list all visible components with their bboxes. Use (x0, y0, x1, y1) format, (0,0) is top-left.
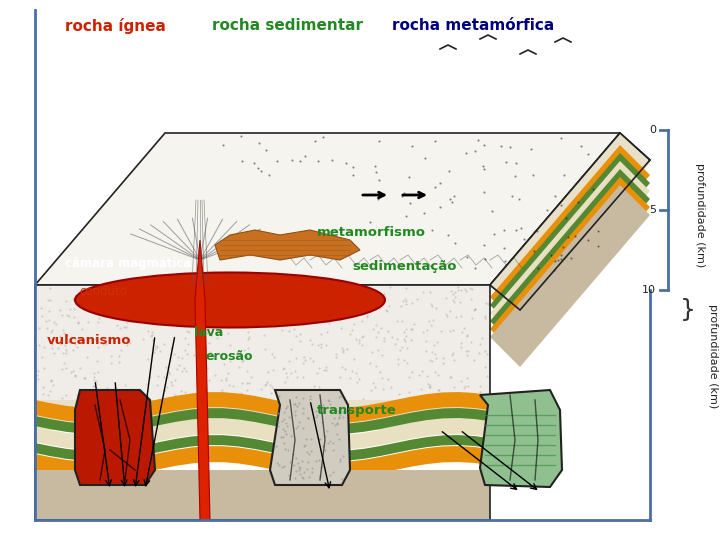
Text: lava: lava (194, 326, 224, 339)
Polygon shape (215, 230, 360, 260)
Circle shape (186, 19, 214, 47)
Text: rocha sedimentar: rocha sedimentar (212, 18, 364, 33)
Polygon shape (35, 446, 490, 478)
Circle shape (174, 24, 196, 46)
Polygon shape (490, 161, 650, 343)
Polygon shape (35, 408, 490, 434)
Text: rocha ígnea: rocha ígnea (65, 18, 166, 34)
Text: }: } (680, 298, 696, 322)
Circle shape (216, 31, 234, 49)
Polygon shape (490, 133, 650, 315)
Polygon shape (490, 133, 650, 310)
Text: transporte: transporte (317, 404, 397, 417)
Polygon shape (490, 153, 650, 335)
Polygon shape (490, 169, 650, 351)
Circle shape (183, 33, 207, 57)
Text: conduto: conduto (79, 285, 127, 298)
Polygon shape (490, 177, 650, 359)
Polygon shape (490, 145, 650, 327)
Polygon shape (480, 390, 562, 487)
Circle shape (212, 15, 228, 31)
Polygon shape (490, 185, 650, 367)
Circle shape (204, 24, 226, 46)
Text: 10: 10 (642, 285, 656, 295)
Text: rocha metamórfica: rocha metamórfica (392, 18, 554, 33)
Text: profundidade (km): profundidade (km) (695, 163, 705, 267)
Circle shape (182, 7, 198, 23)
Polygon shape (35, 133, 620, 285)
Text: vulcanismo: vulcanismo (47, 334, 131, 347)
Polygon shape (35, 392, 490, 423)
Circle shape (170, 41, 190, 61)
Text: 5: 5 (649, 205, 656, 215)
Text: profundidade (km): profundidade (km) (708, 304, 718, 409)
Ellipse shape (75, 273, 385, 327)
Polygon shape (35, 400, 520, 430)
Text: metamorfismo: metamorfismo (317, 226, 426, 239)
Text: 0: 0 (649, 125, 656, 135)
Polygon shape (270, 390, 350, 485)
Polygon shape (195, 240, 210, 520)
Circle shape (210, 41, 230, 61)
Text: erosão: erosão (205, 350, 253, 363)
Circle shape (195, 11, 215, 31)
Polygon shape (35, 435, 490, 461)
Circle shape (182, 55, 218, 91)
Text: plutonismo: plutonismo (223, 277, 307, 290)
Polygon shape (35, 285, 490, 400)
Polygon shape (35, 419, 490, 450)
Circle shape (202, 7, 218, 23)
Polygon shape (75, 390, 155, 485)
Circle shape (200, 43, 230, 73)
Circle shape (166, 31, 184, 49)
Text: câmara magmática: câmara magmática (65, 257, 192, 270)
Circle shape (190, 0, 210, 18)
Circle shape (193, 33, 217, 57)
Text: sedimentação: sedimentação (353, 260, 457, 273)
Circle shape (170, 43, 200, 73)
Circle shape (172, 15, 188, 31)
Polygon shape (35, 470, 490, 520)
